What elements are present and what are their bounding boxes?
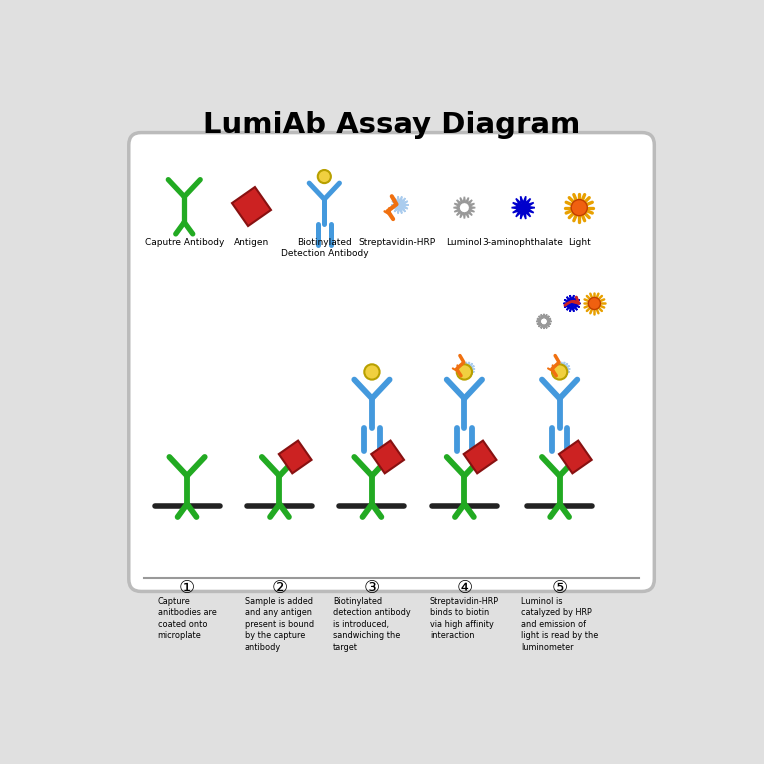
Polygon shape: [454, 196, 475, 219]
Text: Luminol is
catalyzed by HRP
and emission of
light is read by the
luminometer: Luminol is catalyzed by HRP and emission…: [521, 597, 598, 652]
Text: Light: Light: [568, 238, 591, 248]
Circle shape: [552, 364, 568, 380]
Circle shape: [457, 364, 472, 380]
Text: ①: ①: [179, 579, 195, 597]
Text: 3-aminophthalate: 3-aminophthalate: [483, 238, 564, 248]
Text: Biotinylated
detection antibody
is introduced,
sandwiching the
target: Biotinylated detection antibody is intro…: [333, 597, 411, 652]
Polygon shape: [461, 362, 475, 376]
Polygon shape: [555, 362, 570, 376]
Text: ③: ③: [364, 579, 380, 597]
Text: Biotinylated
Detection Antibody: Biotinylated Detection Antibody: [280, 238, 368, 258]
Polygon shape: [232, 187, 271, 226]
Circle shape: [364, 364, 380, 380]
Circle shape: [318, 170, 331, 183]
Polygon shape: [512, 196, 535, 219]
Text: ④: ④: [456, 579, 472, 597]
Text: Capture
anitbodies are
coated onto
microplate: Capture anitbodies are coated onto micro…: [157, 597, 216, 640]
Polygon shape: [279, 441, 312, 474]
Circle shape: [588, 297, 601, 309]
Text: Antigen: Antigen: [234, 238, 269, 248]
Polygon shape: [464, 441, 497, 474]
Polygon shape: [559, 441, 591, 474]
Polygon shape: [391, 196, 409, 213]
Text: Luminol: Luminol: [446, 238, 482, 248]
Text: ②: ②: [271, 579, 287, 597]
Text: Streptavidin-HRP
binds to biotin
via high affinity
interaction: Streptavidin-HRP binds to biotin via hig…: [430, 597, 499, 640]
Circle shape: [571, 199, 588, 215]
Polygon shape: [563, 295, 581, 312]
Polygon shape: [536, 314, 552, 329]
Text: LumiAb Assay Diagram: LumiAb Assay Diagram: [203, 112, 580, 139]
Text: ⑤: ⑤: [552, 579, 568, 597]
Polygon shape: [371, 441, 404, 474]
Text: Streptavidin-HRP: Streptavidin-HRP: [358, 238, 435, 248]
Text: Caputre Antibody: Caputre Antibody: [144, 238, 224, 248]
FancyBboxPatch shape: [129, 133, 654, 591]
FancyArrowPatch shape: [565, 297, 579, 306]
Text: Sample is added
and any antigen
present is bound
by the capture
antibody: Sample is added and any antigen present …: [245, 597, 314, 652]
